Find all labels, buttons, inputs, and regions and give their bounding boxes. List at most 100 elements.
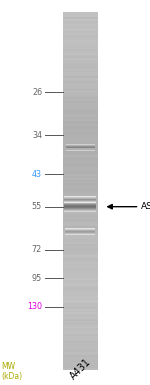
Bar <box>63 87 98 89</box>
Bar <box>63 56 98 58</box>
Bar <box>63 228 98 230</box>
Bar <box>63 241 98 243</box>
Bar <box>63 65 98 67</box>
Bar <box>63 244 98 246</box>
Bar <box>63 352 98 353</box>
Bar <box>63 164 98 166</box>
Bar <box>63 359 98 361</box>
Bar <box>63 103 98 105</box>
Text: ASB4: ASB4 <box>141 202 150 211</box>
Bar <box>63 224 98 226</box>
Bar <box>63 185 98 187</box>
Bar <box>63 133 98 135</box>
Bar <box>63 214 98 216</box>
Bar <box>63 270 98 271</box>
Bar <box>63 97 98 99</box>
Bar <box>63 42 98 44</box>
Bar <box>63 232 98 234</box>
Bar <box>63 101 98 103</box>
Bar <box>63 362 98 364</box>
Bar <box>63 90 98 92</box>
Bar <box>63 70 98 72</box>
Bar <box>63 226 98 228</box>
Bar <box>63 83 98 85</box>
Bar <box>63 149 98 151</box>
Bar <box>63 332 98 334</box>
Bar <box>63 110 98 112</box>
Bar <box>63 325 98 326</box>
Bar <box>63 323 98 325</box>
Bar <box>63 257 98 259</box>
Bar <box>63 334 98 336</box>
Text: 95: 95 <box>32 274 42 283</box>
Bar <box>63 38 98 40</box>
Bar <box>63 74 98 76</box>
Bar <box>63 12 98 370</box>
Bar <box>63 180 98 182</box>
Bar <box>63 13 98 15</box>
Bar <box>63 49 98 51</box>
Bar <box>63 320 98 321</box>
Bar <box>63 276 98 278</box>
Bar <box>63 64 98 65</box>
Bar <box>63 221 98 223</box>
Bar <box>63 246 98 248</box>
Bar <box>63 166 98 167</box>
Bar <box>63 45 98 47</box>
Bar <box>63 132 98 133</box>
Bar <box>63 67 98 69</box>
Bar <box>63 285 98 287</box>
Bar <box>63 243 98 244</box>
Bar <box>63 139 98 141</box>
Bar <box>63 108 98 110</box>
Bar <box>63 212 98 214</box>
Bar <box>63 316 98 318</box>
Bar <box>63 69 98 70</box>
Bar <box>63 31 98 33</box>
Bar <box>63 328 98 330</box>
Bar <box>63 230 98 232</box>
Bar <box>63 119 98 121</box>
Bar <box>63 146 98 147</box>
Bar <box>63 318 98 320</box>
Text: A431: A431 <box>68 357 93 381</box>
Bar <box>63 30 98 31</box>
Bar <box>63 51 98 53</box>
Bar <box>63 314 98 316</box>
Bar <box>63 167 98 169</box>
Bar <box>63 122 98 124</box>
Bar <box>63 255 98 257</box>
Bar <box>63 307 98 309</box>
Bar <box>63 151 98 153</box>
Text: MW
(kDa): MW (kDa) <box>2 362 23 381</box>
Bar <box>63 15 98 17</box>
Bar <box>63 260 98 262</box>
Bar <box>63 209 98 210</box>
Bar <box>63 312 98 314</box>
Bar <box>63 350 98 352</box>
Bar <box>63 298 98 300</box>
Bar <box>63 268 98 270</box>
Bar <box>63 296 98 298</box>
Bar <box>63 368 98 370</box>
Text: 34: 34 <box>32 131 42 140</box>
Bar <box>63 237 98 239</box>
Bar <box>63 114 98 115</box>
Bar <box>63 155 98 157</box>
Bar <box>63 112 98 114</box>
Bar <box>63 28 98 30</box>
Bar <box>63 295 98 296</box>
Bar <box>63 311 98 312</box>
Bar <box>63 12 98 13</box>
Bar <box>63 251 98 253</box>
Bar <box>63 128 98 130</box>
Bar <box>63 106 98 108</box>
Bar <box>63 345 98 346</box>
Bar <box>63 17 98 19</box>
Bar <box>63 26 98 28</box>
Bar <box>63 259 98 260</box>
Bar <box>63 183 98 185</box>
Bar <box>63 130 98 132</box>
Bar <box>63 273 98 275</box>
Bar <box>63 172 98 174</box>
